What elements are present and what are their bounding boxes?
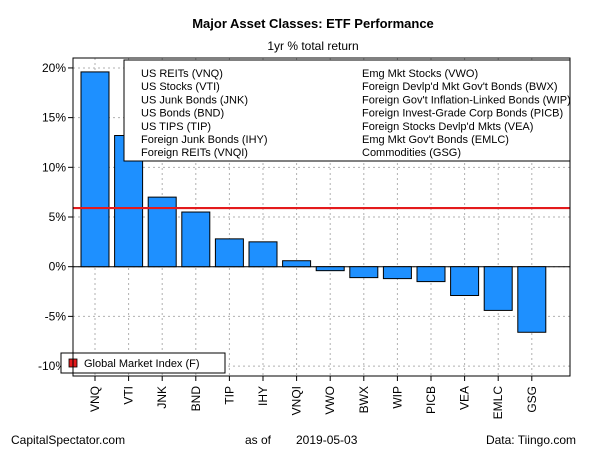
footer-source: CapitalSpectator.com: [11, 433, 125, 447]
bar-vnqi: [282, 260, 312, 268]
legend-entry-us-stocks-vti: US Stocks (VTI): [141, 81, 220, 93]
x-tick-label-bwx: BWX: [357, 386, 371, 413]
x-tick-label-emlc: EMLC: [491, 386, 505, 420]
legend-entry-emg-mkt-stocks-vwo: Emg Mkt Stocks (VWO): [362, 68, 478, 80]
footer-data-credit: Data: Tiingo.com: [486, 433, 576, 447]
bar-vnq: [80, 71, 110, 268]
plot-frame: [72, 57, 571, 377]
x-tick-label-jnk: JNK: [155, 386, 169, 409]
x-tick-label-vnqi: VNQI: [290, 386, 304, 415]
y-tick-label: 10%: [42, 160, 66, 174]
x-tick-label-ihy: IHY: [256, 386, 270, 406]
legend-entry-foreign-invest-grade-corp-bonds-picb: Foreign Invest-Grade Corp Bonds (PICB): [362, 108, 563, 120]
legend-entry-emg-mkt-gov-t-bonds-emlc: Emg Mkt Gov't Bonds (EMLC): [362, 134, 509, 146]
x-axis-ticks: VNQ VTI JNK BND TIP IHY VNQI VWO BWX WIP PICB VEA EM…: [88, 376, 539, 419]
bar-bwx: [349, 266, 379, 279]
legend-right-column: Emg Mkt Stocks (VWO)Foreign Devlp'd Mkt …: [362, 68, 571, 159]
bar-gsg: [517, 266, 547, 333]
y-tick-label: 5%: [49, 210, 67, 224]
bottom-legend-box: [60, 352, 226, 374]
footer-as-of: as of: [245, 433, 272, 447]
bottom-legend: Global Market Index (F): [60, 352, 226, 374]
legend-entry-us-bonds-bnd: US Bonds (BND): [141, 108, 224, 120]
legend-entry-us-reits-vnq: US REITs (VNQ): [141, 68, 223, 80]
bar-bnd: [181, 211, 211, 268]
y-tick-label: -5%: [45, 309, 67, 323]
legend-entry-foreign-gov-t-inflation-linked-bonds-wip: Foreign Gov't Inflation-Linked Bonds (WI…: [362, 94, 571, 106]
x-tick-label-vea: VEA: [458, 386, 472, 410]
x-tick-label-vwo: VWO: [323, 386, 337, 415]
bar-picb: [416, 266, 446, 283]
y-tick-label: -10%: [38, 359, 66, 373]
top-legend-box: [123, 59, 571, 162]
bar-ihy: [248, 241, 278, 268]
legend-entry-foreign-reits-vnqi: Foreign REITs (VNQI): [141, 147, 248, 159]
bar-tip: [214, 238, 244, 268]
global-market-index-label: Global Market Index (F): [84, 358, 200, 370]
y-tick-label: 0%: [49, 260, 67, 274]
chart-subtitle: 1yr % total return: [267, 39, 358, 53]
x-tick-label-vnq: VNQ: [88, 386, 102, 412]
x-tick-label-tip: TIP: [222, 386, 236, 405]
legend-entry-us-junk-bonds-jnk: US Junk Bonds (JNK): [141, 94, 248, 106]
legend-entry-us-tips-tip: US TIPS (TIP): [141, 121, 211, 133]
x-tick-label-bnd: BND: [189, 386, 203, 412]
y-tick-label: 20%: [42, 61, 66, 75]
legend-entry-foreign-devlp-d-mkt-gov-t-bonds-bwx: Foreign Devlp'd Mkt Gov't Bonds (BWX): [362, 81, 558, 93]
top-legend: US REITs (VNQ)US Stocks (VTI)US Junk Bon…: [123, 59, 571, 162]
legend-entry-commodities-gsg: Commodities (GSG): [362, 147, 461, 159]
legend-left-column: US REITs (VNQ)US Stocks (VTI)US Junk Bon…: [141, 68, 268, 159]
bar-vwo: [315, 266, 345, 272]
bar-emlc: [483, 266, 513, 311]
x-tick-label-gsg: GSG: [525, 386, 539, 413]
legend-entry-foreign-stocks-devlp-d-mkts-vea: Foreign Stocks Devlp'd Mkts (VEA): [362, 121, 533, 133]
y-tick-label: 15%: [42, 111, 66, 125]
footer-date: 2019-05-03: [296, 433, 358, 447]
x-tick-label-picb: PICB: [424, 386, 438, 414]
x-tick-label-vti: VTI: [122, 386, 136, 405]
bar-wip: [382, 266, 412, 280]
legend-entry-foreign-junk-bonds-ihy: Foreign Junk Bonds (IHY): [141, 134, 268, 146]
chart-title: Major Asset Classes: ETF Performance: [192, 16, 434, 31]
bar-vea: [450, 266, 480, 297]
y-axis-ticks: -10% -5% 0% 5% 10% 15% 20%: [38, 61, 73, 373]
x-tick-label-wip: WIP: [390, 386, 404, 409]
